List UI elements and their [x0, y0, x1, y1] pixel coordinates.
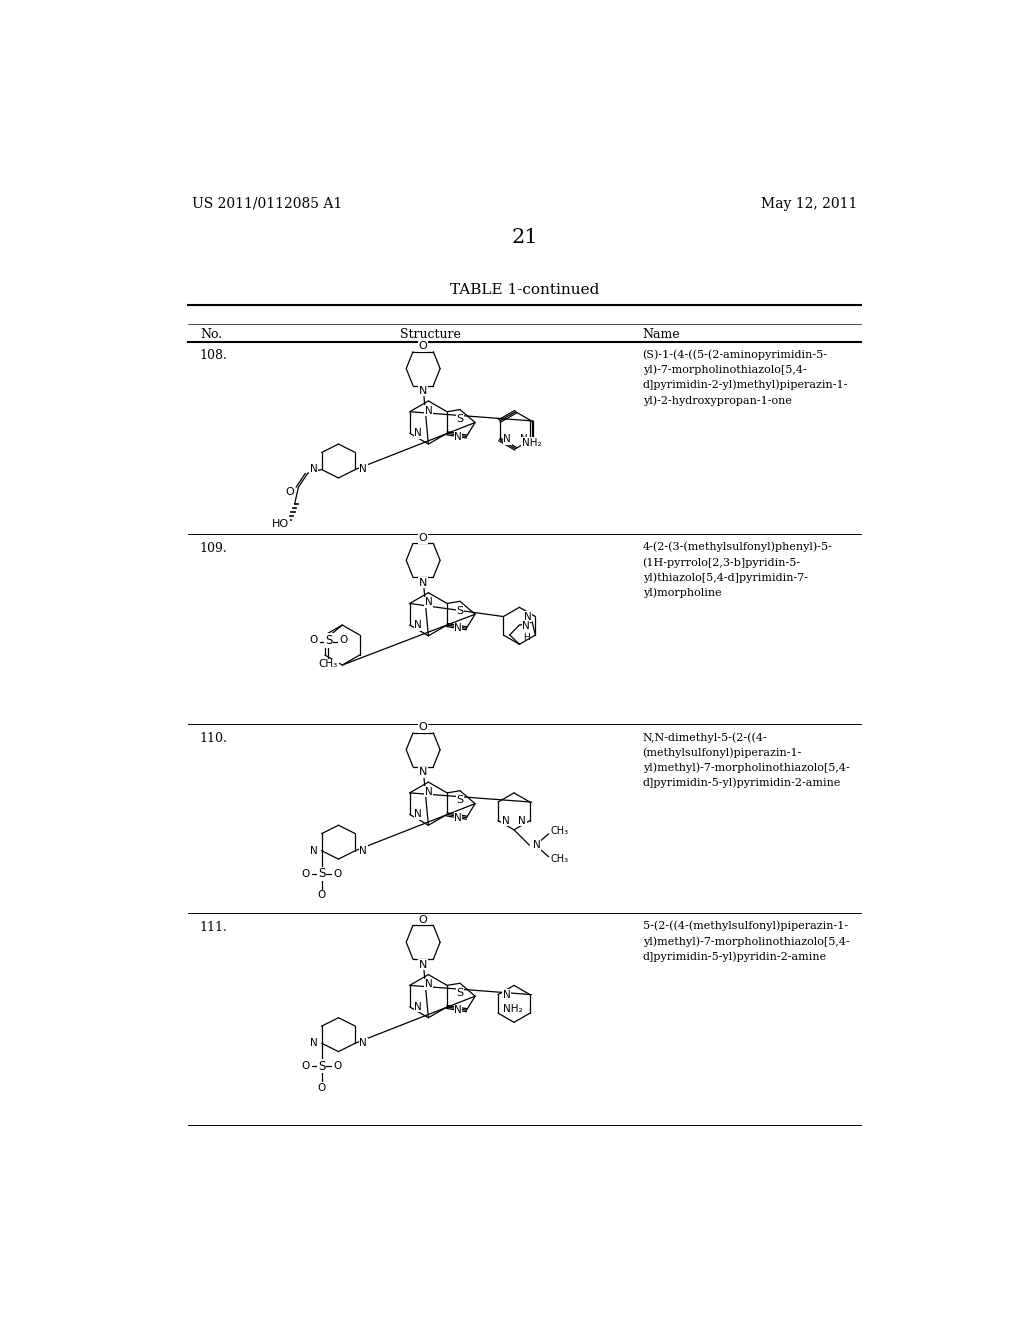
Text: N: N: [359, 465, 367, 474]
Text: O: O: [317, 1082, 326, 1093]
Text: N: N: [415, 428, 422, 438]
Text: 109.: 109.: [200, 543, 227, 554]
Text: O: O: [317, 890, 326, 900]
Text: 108.: 108.: [200, 350, 227, 363]
Text: N: N: [425, 979, 432, 989]
Text: N: N: [359, 846, 367, 855]
Text: N: N: [310, 1038, 317, 1048]
Text: N: N: [503, 990, 510, 999]
Text: N: N: [425, 405, 432, 416]
Text: N: N: [310, 846, 317, 855]
Text: S: S: [457, 414, 464, 424]
Text: N: N: [524, 611, 531, 622]
Text: S: S: [457, 796, 464, 805]
Text: N,N-dimethyl-5-(2-((4-
(methylsulfonyl)piperazin-1-
yl)methyl)-7-morpholinothiaz: N,N-dimethyl-5-(2-((4- (methylsulfonyl)p…: [643, 733, 849, 788]
Text: O: O: [334, 1061, 342, 1072]
Text: N: N: [518, 816, 526, 825]
Text: NH₂: NH₂: [521, 437, 542, 447]
Text: N: N: [504, 434, 511, 445]
Text: N: N: [454, 623, 462, 634]
Text: O: O: [339, 635, 347, 645]
Text: N: N: [502, 816, 510, 825]
Text: 21: 21: [511, 227, 539, 247]
Text: N: N: [425, 597, 432, 607]
Text: O: O: [285, 487, 294, 496]
Text: CH₃: CH₃: [318, 659, 338, 669]
Text: N: N: [425, 787, 432, 797]
Text: CH₃: CH₃: [551, 826, 569, 837]
Text: O: O: [419, 342, 428, 351]
Text: HO: HO: [272, 519, 289, 529]
Text: N: N: [419, 960, 427, 970]
Text: Structure: Structure: [400, 327, 461, 341]
Text: No.: No.: [200, 327, 222, 341]
Text: N: N: [415, 809, 422, 820]
Text: S: S: [457, 987, 464, 998]
Text: O: O: [419, 722, 428, 733]
Text: N: N: [522, 620, 529, 631]
Text: 4-(2-(3-(methylsulfonyl)phenyl)-5-
(1H-pyrrolo[2,3-b]pyridin-5-
yl)thiazolo[5,4-: 4-(2-(3-(methylsulfonyl)phenyl)-5- (1H-p…: [643, 543, 833, 598]
Text: N: N: [454, 813, 462, 822]
Text: N: N: [359, 1038, 367, 1048]
Text: N: N: [520, 434, 527, 445]
Text: 5-(2-((4-(methylsulfonyl)piperazin-1-
yl)methyl)-7-morpholinothiazolo[5,4-
d]pyr: 5-(2-((4-(methylsulfonyl)piperazin-1- yl…: [643, 921, 849, 962]
Text: O: O: [419, 533, 428, 543]
Text: S: S: [325, 634, 332, 647]
Text: 111.: 111.: [200, 921, 227, 933]
Text: N: N: [419, 578, 427, 587]
Text: O: O: [309, 635, 317, 645]
Text: N: N: [419, 767, 427, 777]
Text: TABLE 1-continued: TABLE 1-continued: [451, 284, 599, 297]
Text: O: O: [301, 1061, 309, 1072]
Text: N: N: [415, 620, 422, 630]
Text: S: S: [457, 606, 464, 616]
Text: H: H: [523, 632, 529, 642]
Text: Name: Name: [643, 327, 680, 341]
Text: N: N: [419, 385, 427, 396]
Text: O: O: [419, 915, 428, 925]
Text: US 2011/0112085 A1: US 2011/0112085 A1: [193, 197, 342, 211]
Text: N: N: [310, 465, 317, 474]
Text: N: N: [415, 1002, 422, 1012]
Text: N: N: [454, 1005, 462, 1015]
Text: May 12, 2011: May 12, 2011: [761, 197, 857, 211]
Text: NH₂: NH₂: [503, 1005, 522, 1014]
Text: N: N: [532, 841, 541, 850]
Text: 110.: 110.: [200, 733, 227, 744]
Text: S: S: [317, 867, 326, 880]
Text: O: O: [301, 869, 309, 879]
Text: CH₃: CH₃: [551, 854, 569, 865]
Text: (S)-1-(4-((5-(2-aminopyrimidin-5-
yl)-7-morpholinothiazolo[5,4-
d]pyrimidin-2-yl: (S)-1-(4-((5-(2-aminopyrimidin-5- yl)-7-…: [643, 350, 848, 405]
Text: O: O: [334, 869, 342, 879]
Text: S: S: [317, 1060, 326, 1073]
Text: N: N: [454, 432, 462, 441]
